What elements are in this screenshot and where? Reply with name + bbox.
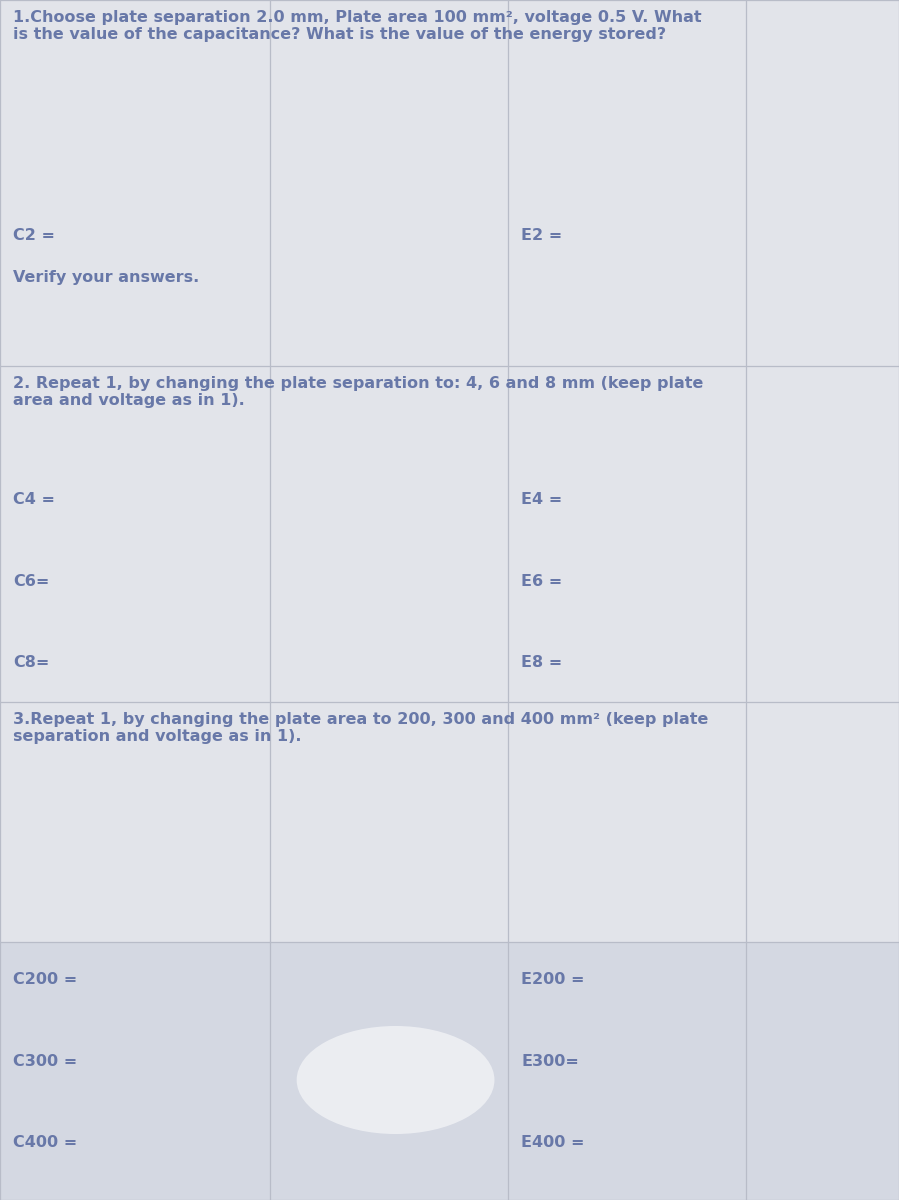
Text: 2. Repeat 1, by changing the plate separation to: 4, 6 and 8 mm (keep plate
area: 2. Repeat 1, by changing the plate separ… <box>13 376 704 408</box>
Text: C200 =: C200 = <box>13 972 77 986</box>
Bar <box>508 702 746 942</box>
Bar <box>746 366 899 702</box>
Text: C6=: C6= <box>13 574 49 588</box>
Text: E4 =: E4 = <box>521 492 563 506</box>
Bar <box>746 942 899 1200</box>
Text: C4 =: C4 = <box>13 492 56 506</box>
Bar <box>508 366 746 702</box>
Text: C400 =: C400 = <box>13 1135 77 1150</box>
Bar <box>270 942 508 1200</box>
Text: Verify your answers.: Verify your answers. <box>13 270 200 286</box>
Text: C2 =: C2 = <box>13 228 56 242</box>
Text: 1.Choose plate separation 2.0 mm, Plate area 100 mm², voltage 0.5 V. What
is the: 1.Choose plate separation 2.0 mm, Plate … <box>13 10 702 42</box>
Text: E8 =: E8 = <box>521 655 563 670</box>
Bar <box>270 0 508 366</box>
Bar <box>746 702 899 942</box>
Bar <box>270 702 508 942</box>
Bar <box>0 702 270 942</box>
Text: E400 =: E400 = <box>521 1135 585 1150</box>
Bar <box>0 942 270 1200</box>
Bar <box>508 942 746 1200</box>
Text: E2 =: E2 = <box>521 228 563 242</box>
Bar <box>270 366 508 702</box>
Text: E200 =: E200 = <box>521 972 585 986</box>
Text: C300 =: C300 = <box>13 1054 77 1068</box>
Text: E300=: E300= <box>521 1054 579 1068</box>
Bar <box>508 0 746 366</box>
Text: 3.Repeat 1, by changing the plate area to 200, 300 and 400 mm² (keep plate
separ: 3.Repeat 1, by changing the plate area t… <box>13 712 708 744</box>
Bar <box>0 366 270 702</box>
Bar <box>0 0 270 366</box>
Text: E6 =: E6 = <box>521 574 563 588</box>
Bar <box>746 0 899 366</box>
Text: C8=: C8= <box>13 655 49 670</box>
Ellipse shape <box>297 1026 494 1134</box>
